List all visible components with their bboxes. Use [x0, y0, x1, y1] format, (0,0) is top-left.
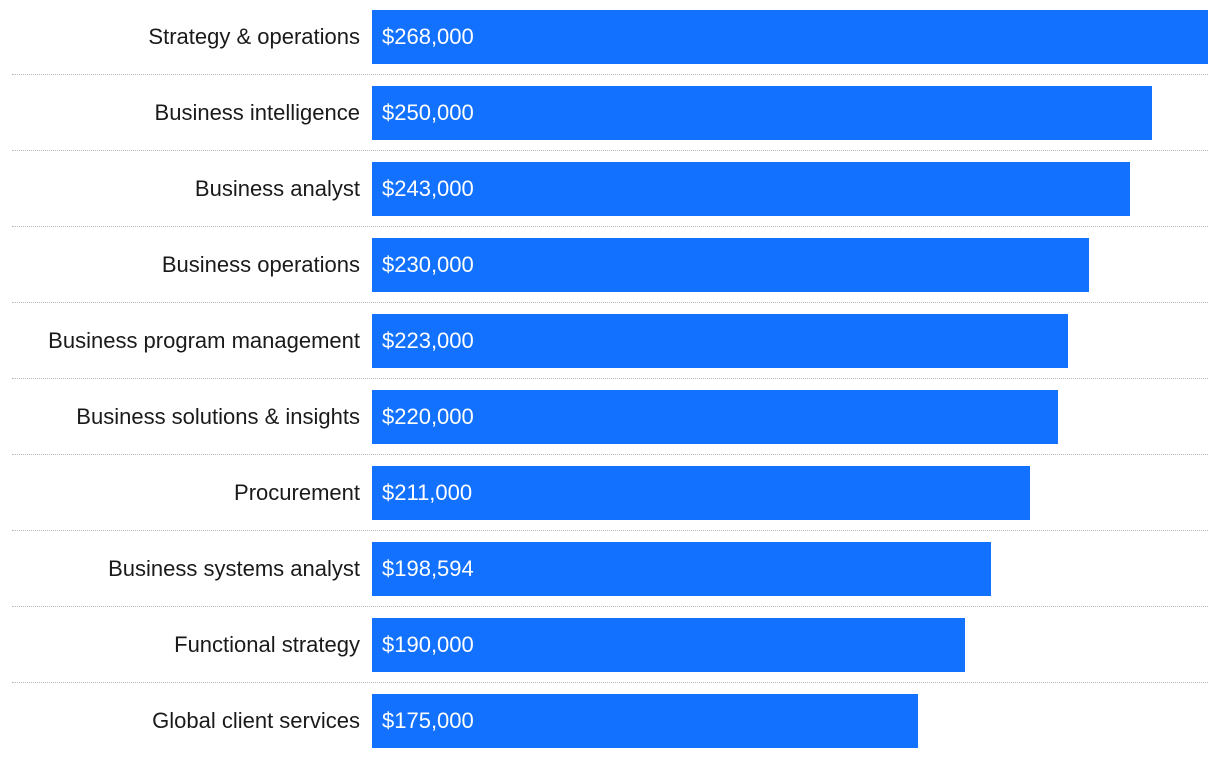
row-divider [12, 150, 1208, 151]
category-label: Global client services [152, 708, 360, 733]
row-divider [12, 682, 1208, 683]
category-label: Procurement [234, 480, 360, 505]
bar [372, 390, 1058, 444]
bar [372, 314, 1068, 368]
bar-row: Business program management $223,000 [0, 314, 1220, 390]
category-label: Functional strategy [174, 632, 360, 657]
row-divider [12, 606, 1208, 607]
bar-row: Business operations $230,000 [0, 238, 1220, 314]
bar-row: Business intelligence $250,000 [0, 86, 1220, 162]
row-divider [12, 530, 1208, 531]
category-label: Business intelligence [154, 100, 360, 125]
category-label: Strategy & operations [148, 24, 360, 49]
bar [372, 86, 1152, 140]
value-label: $190,000 [382, 632, 474, 657]
bar [372, 10, 1208, 64]
bar [372, 466, 1030, 520]
value-label: $223,000 [382, 328, 474, 353]
value-label: $243,000 [382, 176, 474, 201]
value-label: $268,000 [382, 24, 474, 49]
category-label: Business systems analyst [108, 556, 360, 581]
bar [372, 162, 1130, 216]
row-divider [12, 74, 1208, 75]
category-label: Business operations [161, 252, 360, 277]
row-divider [12, 302, 1208, 303]
value-label: $230,000 [382, 252, 474, 277]
bar [372, 694, 918, 748]
bar-row: Business analyst $243,000 [0, 162, 1220, 238]
bar-row: Strategy & operations $268,000 [0, 10, 1220, 86]
value-label: $250,000 [382, 100, 474, 125]
bar-row: Business solutions & insights $220,000 [0, 390, 1220, 466]
bar-row: Global client services $175,000 [0, 694, 1220, 770]
row-divider [12, 378, 1208, 379]
category-label: Business analyst [194, 176, 360, 201]
category-label: Business solutions & insights [76, 404, 360, 429]
bar-row: Procurement $211,000 [0, 466, 1220, 542]
bar [372, 542, 991, 596]
bar [372, 618, 965, 672]
value-label: $175,000 [382, 708, 474, 733]
value-label: $220,000 [382, 404, 474, 429]
bar-row: Business systems analyst $198,594 [0, 542, 1220, 618]
row-divider [12, 226, 1208, 227]
value-label: $198,594 [382, 556, 474, 581]
category-label: Business program management [48, 328, 360, 353]
bar [372, 238, 1089, 292]
bar-row: Functional strategy $190,000 [0, 618, 1220, 694]
row-divider [12, 454, 1208, 455]
value-label: $211,000 [382, 480, 473, 505]
